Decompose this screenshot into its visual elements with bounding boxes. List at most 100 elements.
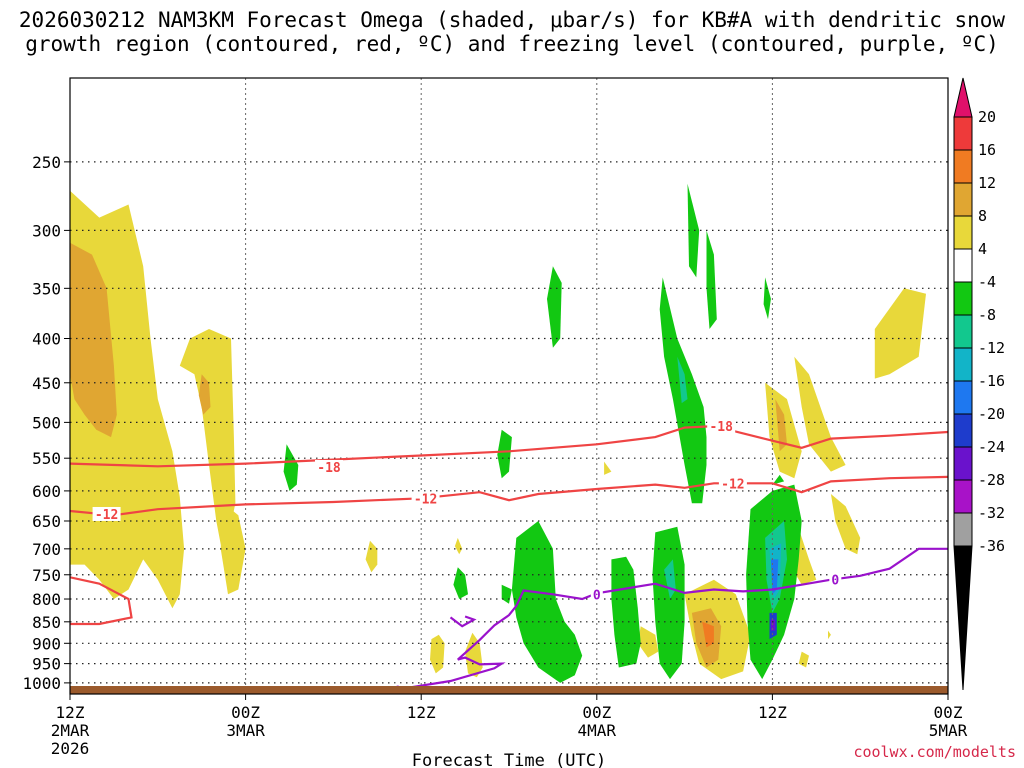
y-tick-label-500: 500 [32, 413, 61, 432]
contour-zero_small_loop [449, 615, 477, 628]
colorbar-segment-7 [953, 314, 973, 349]
colorbar-label-6: -8 [978, 306, 996, 324]
omega-region-16 [828, 630, 831, 640]
omega-region-27 [497, 429, 512, 479]
grid-layer [70, 78, 948, 694]
colorbar-label-10: -24 [978, 438, 1005, 456]
colorbar-top-arrow [953, 77, 973, 118]
colorbar-segment-1 [953, 116, 973, 151]
colorbar-label-11: -28 [978, 471, 1005, 489]
colorbar-segment-10 [953, 413, 973, 448]
x-tick-label-time-4: 12Z [758, 703, 787, 722]
omega-region-26 [763, 277, 771, 320]
contour-label-minus18-a-bg [315, 459, 344, 474]
contour-label-zero-b-bg [590, 587, 603, 602]
colorbar-label-12: -32 [978, 504, 1005, 522]
y-tick-label-600: 600 [32, 482, 61, 501]
y-tick-label-950: 950 [32, 655, 61, 674]
omega-region-24 [687, 183, 700, 278]
x-tick-label-time-0: 12Z [56, 703, 85, 722]
omega-region-32 [611, 556, 641, 668]
y-tick-label-800: 800 [32, 590, 61, 609]
colorbar-segment-3 [953, 182, 973, 217]
y-axis-ticks: 250 300 350 400 450 500 550 600 650 700 750 800 850 9… [22, 153, 70, 693]
colorbar-label-3: 8 [978, 207, 987, 225]
contour-label-minus12-a: -12 [95, 508, 118, 523]
contour-label-minus12-c-bg [718, 476, 747, 491]
terrain-ground-strip [70, 686, 948, 694]
contour-label-minus18-a: -18 [317, 461, 341, 476]
colorbar-segment-12 [953, 479, 973, 514]
omega-region-30 [453, 567, 468, 599]
omega-region-6 [430, 634, 445, 674]
contour-minus18 [70, 424, 948, 468]
omega-region-13 [604, 461, 612, 475]
y-tick-label-1000: 1000 [22, 674, 61, 693]
colorbar: 20 16 12 8 4 -4 -8 -12 -16 -20 -24 -28 -32 -36 [953, 77, 1005, 691]
colorbar-label-9: -20 [978, 405, 1005, 423]
contour-label-minus12-a-bg [92, 506, 121, 521]
contour-label-zero-c-bg [829, 572, 842, 587]
colorbar-label-0: 20 [978, 108, 996, 126]
x-tick-label-date-1: 3MAR [226, 721, 265, 740]
omega-region-18 [198, 374, 211, 415]
omega-region-10 [794, 356, 846, 472]
y-tick-label-250: 250 [32, 153, 61, 172]
omega-region-25 [706, 230, 717, 329]
contour-layer: -18-18-12-12-12000 [70, 419, 948, 694]
colorbar-label-1: 16 [978, 141, 996, 159]
omega-region-36 [677, 356, 688, 404]
plot-frame [69, 77, 949, 695]
omega-region-12 [874, 288, 926, 379]
contour-label-minus12-c: -12 [721, 477, 744, 492]
omega-region-22 [547, 266, 562, 348]
colorbar-label-2: 12 [978, 174, 996, 192]
credit-text: coolwx.com/modelts [853, 743, 1016, 761]
contour-label-minus18-b-bg [707, 419, 736, 434]
x-tick-label-date-0: 2MAR [51, 721, 90, 740]
colorbar-label-13: -36 [978, 537, 1005, 555]
omega-region-31 [501, 584, 512, 604]
colorbar-label-5: -4 [978, 273, 996, 291]
omega-region-33 [652, 526, 685, 680]
omega-region-1 [179, 329, 236, 560]
colorbar-segment-13 [953, 512, 973, 547]
omega-region-14 [637, 626, 659, 658]
omega-region-5 [454, 537, 463, 555]
chart-title-line2: growth region (contoured, red, ºC) and f… [25, 32, 999, 56]
contour-zero [333, 547, 948, 694]
x-tick-label-date-5: 5MAR [929, 721, 968, 740]
y-tick-label-550: 550 [32, 449, 61, 468]
colorbar-label-8: -16 [978, 372, 1005, 390]
y-tick-label-400: 400 [32, 330, 61, 349]
colorbar-segment-2 [953, 149, 973, 184]
omega-region-35 [772, 474, 785, 485]
contour-label-minus12-b: -12 [414, 492, 437, 507]
y-tick-label-450: 450 [32, 374, 61, 393]
y-tick-label-650: 650 [32, 512, 61, 531]
y-tick-label-750: 750 [32, 566, 61, 585]
contour-minus12_lowloop [70, 576, 133, 626]
x-tick-label-time-1: 00Z [231, 703, 260, 722]
y-tick-label-900: 900 [32, 634, 61, 653]
contour-label-zero-b: 0 [593, 588, 601, 603]
colorbar-label-4: 4 [978, 240, 987, 258]
contour-minus12 [70, 475, 948, 517]
colorbar-segment-5 [953, 248, 973, 283]
omega-region-29 [511, 521, 583, 683]
y-tick-label-300: 300 [32, 221, 61, 240]
contour-label-zero-c: 0 [831, 574, 839, 589]
colorbar-label-7: -12 [978, 339, 1005, 357]
colorbar-bottom-arrow [953, 545, 973, 691]
contour-label-minus18-b: -18 [709, 420, 733, 435]
contour-label-minus12-b-bg [411, 491, 440, 506]
colorbar-segment-11 [953, 446, 973, 481]
colorbar-segment-6 [953, 281, 973, 316]
x-tick-label-time-3: 00Z [582, 703, 611, 722]
x-tick-label-year-0: 2026 [51, 739, 90, 758]
omega-shading-layer [70, 183, 926, 683]
colorbar-segment-8 [953, 347, 973, 382]
y-tick-label-850: 850 [32, 613, 61, 632]
